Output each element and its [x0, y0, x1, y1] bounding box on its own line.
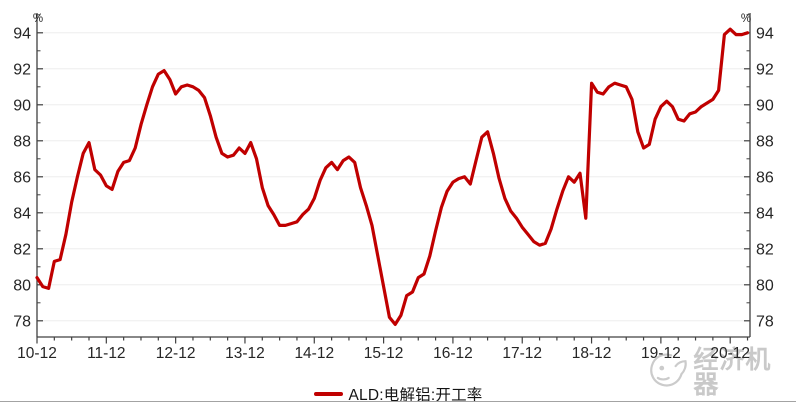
- x-axis-label: 20-12: [710, 345, 750, 362]
- y-axis-label-left: 92: [13, 61, 31, 78]
- y-axis-label-right: 82: [756, 241, 774, 258]
- legend-line-marker: [313, 392, 343, 396]
- legend: ALD:电解铝:开工率: [0, 383, 796, 404]
- x-axis-label: 19-12: [641, 345, 681, 362]
- y-axis-label-right: 86: [756, 169, 774, 186]
- x-axis-label: 11-12: [87, 345, 126, 362]
- y-axis-label-right: 80: [756, 277, 774, 294]
- y-axis-label-right: 94: [756, 25, 774, 42]
- y-axis-label-left: 80: [13, 277, 31, 294]
- y-axis-label-left: 86: [13, 169, 31, 186]
- y-axis-label-left: 94: [13, 25, 31, 42]
- x-axis-label: 13-12: [225, 345, 265, 362]
- x-axis-label: 16-12: [433, 345, 473, 362]
- bottom-divider: [0, 401, 796, 402]
- series-line: [35, 27, 750, 326]
- y-axis-label-left: 88: [13, 133, 31, 150]
- x-axis-label: 18-12: [572, 345, 612, 362]
- y-axis-label-left: 78: [13, 313, 31, 330]
- y-axis-label-right: 78: [756, 313, 774, 330]
- y-axis-label-left: 82: [13, 241, 31, 258]
- x-axis-label: 17-12: [502, 345, 542, 362]
- y-axis-label-right: 90: [756, 97, 774, 114]
- y-axis-label-right: 84: [756, 205, 774, 222]
- x-axis-label: 15-12: [364, 345, 404, 362]
- y-axis-label-left: 90: [13, 97, 31, 114]
- x-axis-label: 12-12: [156, 345, 196, 362]
- legend-label: ALD:电解铝:开工率: [348, 387, 483, 404]
- x-axis-label: 10-12: [17, 345, 57, 362]
- percent-label-left: %: [33, 13, 43, 25]
- y-axis-label-right: 88: [756, 133, 774, 150]
- x-axis-label: 14-12: [294, 345, 334, 362]
- y-axis-label-left: 84: [13, 205, 31, 222]
- percent-label-right: %: [741, 13, 751, 25]
- y-axis-label-right: 92: [756, 61, 774, 78]
